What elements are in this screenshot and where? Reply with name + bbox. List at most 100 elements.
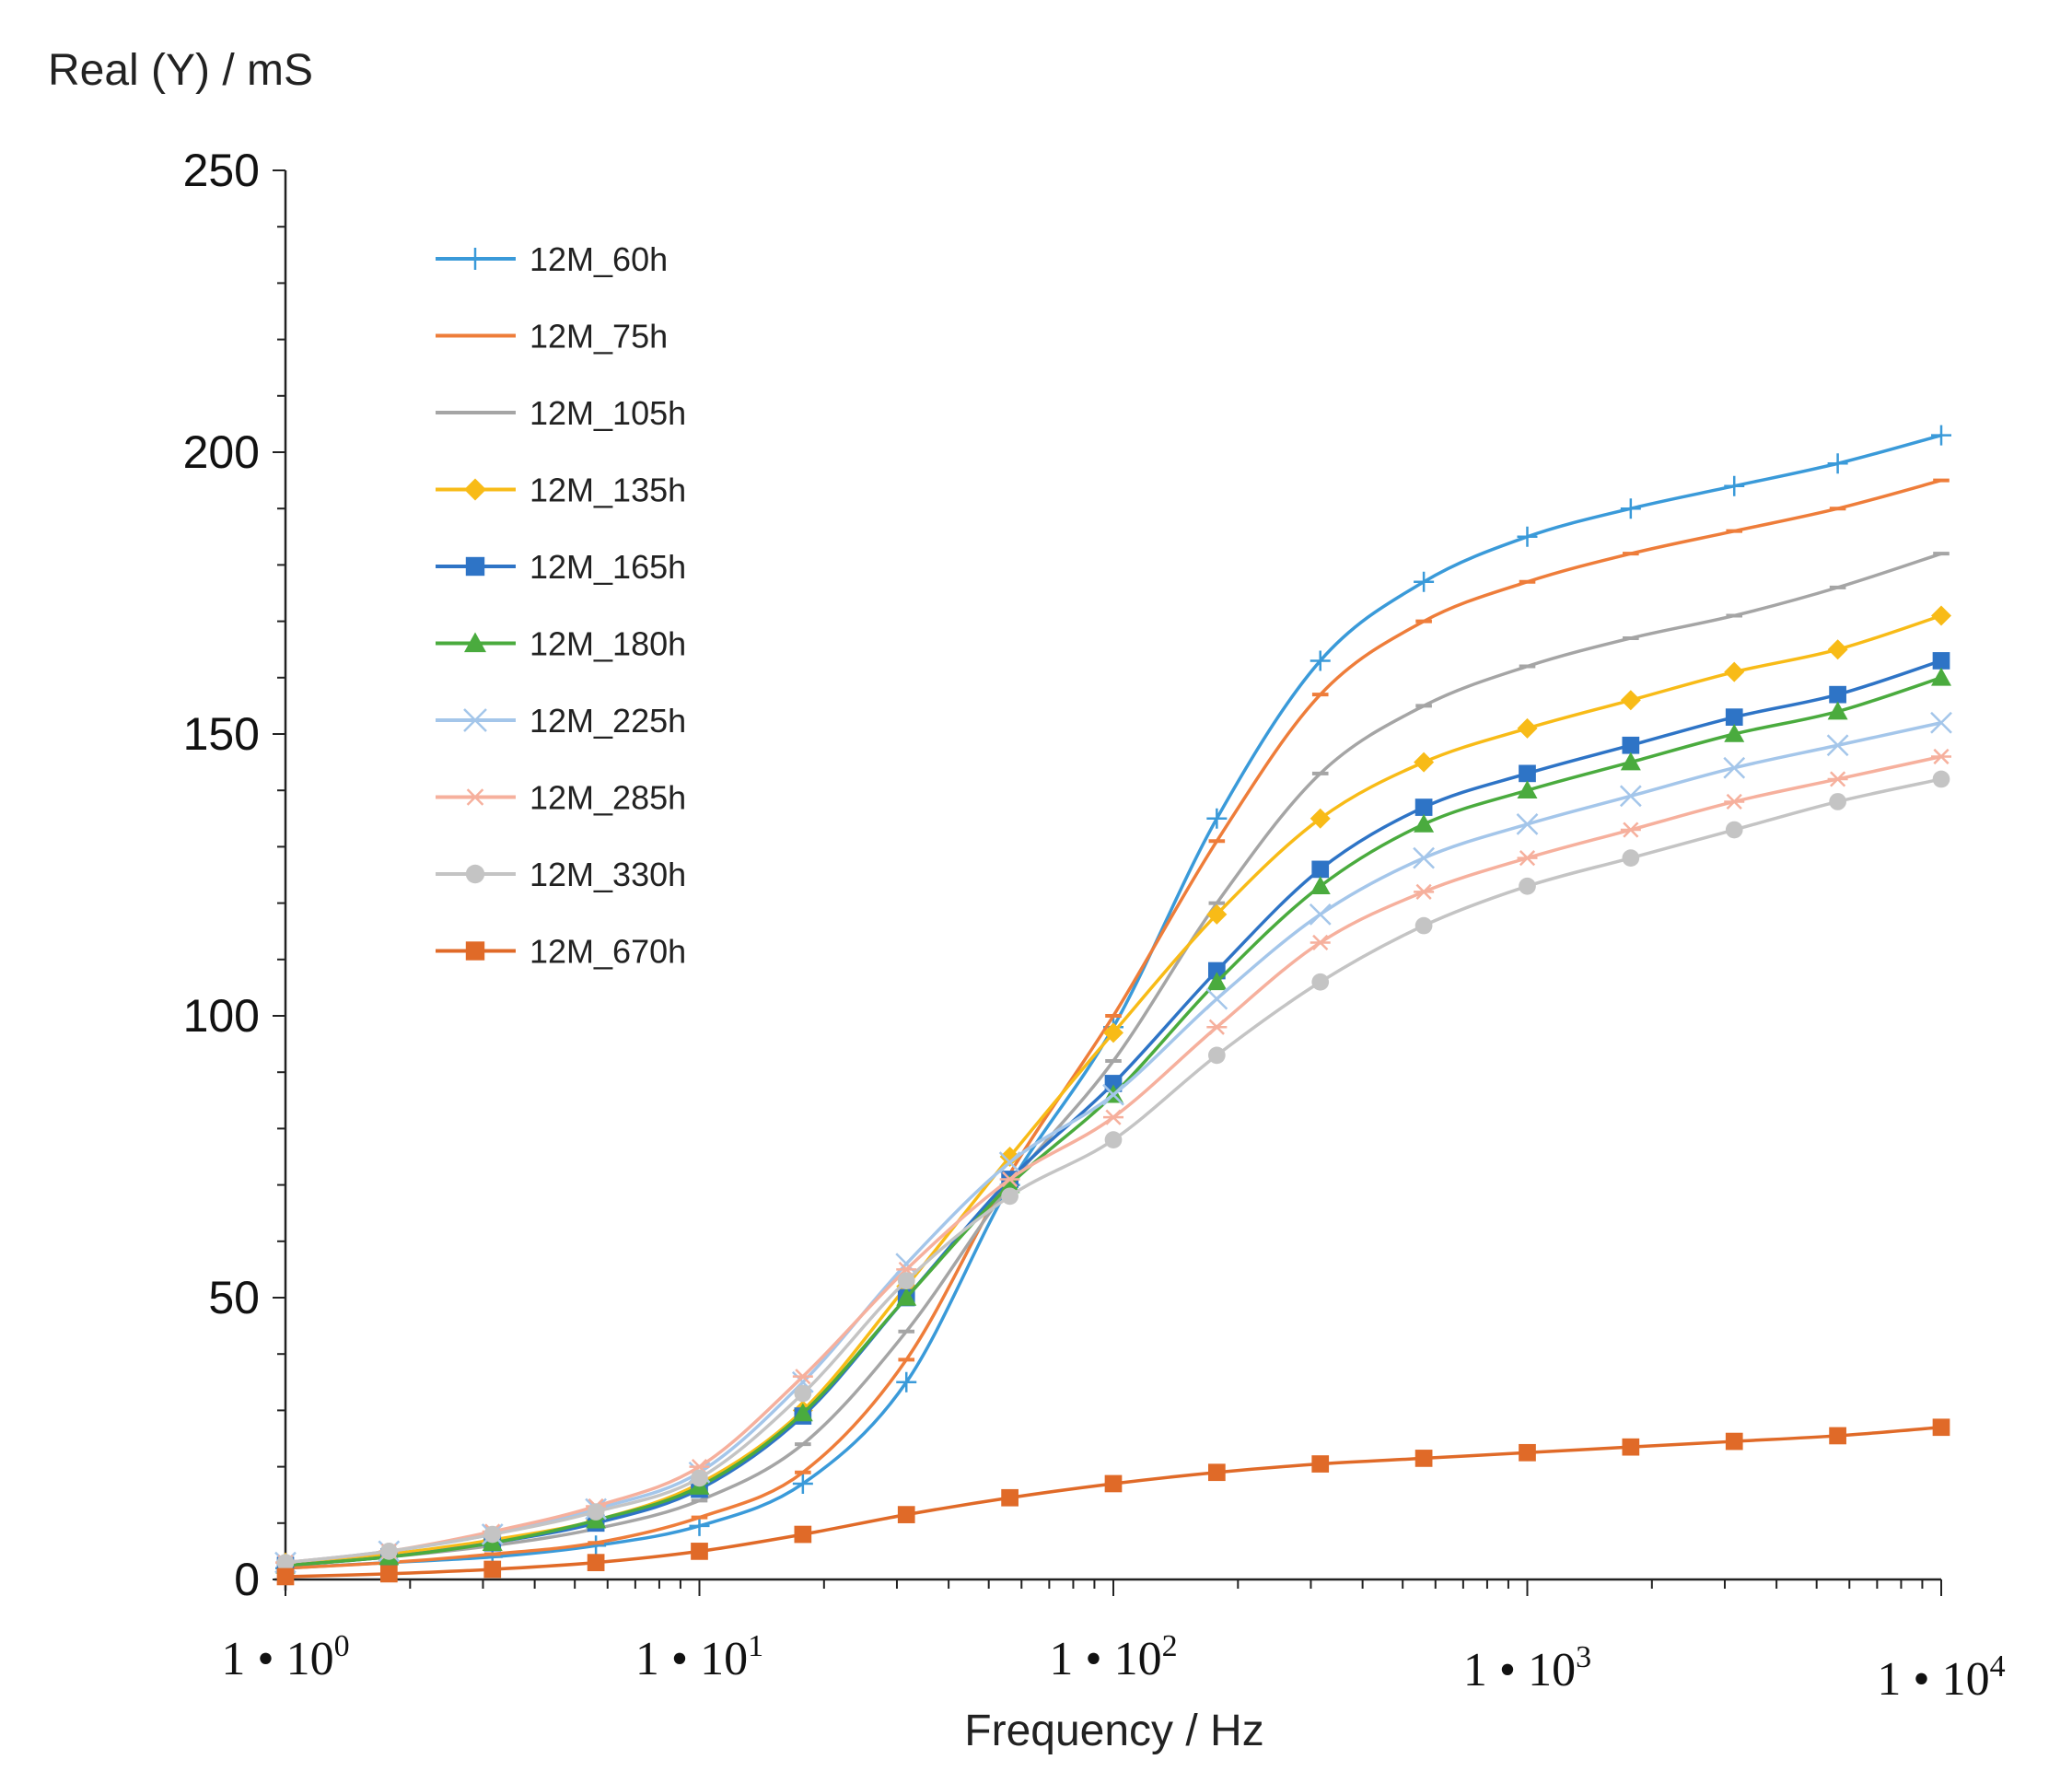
legend-label: 12M_60h [530,240,668,278]
data-point [1932,652,1950,670]
data-point [586,1535,607,1556]
data-point [1829,685,1846,704]
data-point [1620,752,1641,771]
series-12M_165h [276,652,1950,1575]
legend-entry: 12M_670h [436,933,686,971]
legend-entry: 12M_75h [436,318,668,355]
legend-label: 12M_105h [530,394,686,432]
legend-entry: 12M_180h [436,625,686,663]
legend-entry: 12M_165h [436,548,686,586]
data-point [1930,711,1952,734]
data-point [896,1371,917,1393]
plot-area [274,425,1952,1586]
data-point [1104,1474,1123,1493]
legend-marker [465,864,485,884]
data-point [1309,903,1332,926]
legend-label: 12M_225h [530,702,686,740]
data-point [792,1369,813,1385]
data-point [1622,1438,1640,1456]
y-tick-label: 100 [183,990,260,1042]
data-point [998,1151,1021,1174]
legend-label: 12M_285h [530,779,686,817]
legend-entry: 12M_225h [436,702,686,740]
data-point [1414,813,1435,833]
data-point [1932,770,1950,788]
data-point [1827,701,1848,720]
data-point [276,1554,295,1571]
legend-entry: 12M_135h [436,472,686,509]
data-point [1414,798,1433,816]
data-point [1724,661,1745,682]
data-point [896,1288,917,1306]
data-point [1311,1455,1330,1473]
series-12M_180h [275,667,1951,1574]
data-point [1104,1131,1123,1148]
legend-label: 12M_135h [530,472,686,509]
legend-label: 12M_75h [530,318,668,355]
data-point [1931,425,1951,446]
data-point [1725,821,1743,839]
data-point [1931,667,1951,686]
data-point [1207,961,1226,980]
data-point [1207,1463,1226,1482]
data-point [1725,1432,1743,1451]
data-point [1723,756,1746,779]
legend-label: 12M_670h [530,933,686,971]
data-point [1310,808,1331,829]
data-point [1311,973,1330,991]
data-point [1205,987,1228,1010]
data-point [999,1174,1020,1194]
data-point [1517,850,1538,867]
legend-entry: 12M_60h [436,240,668,278]
data-point [1414,916,1433,935]
data-point [1103,1022,1123,1043]
data-point [1517,526,1538,547]
legend-label: 12M_330h [530,856,686,893]
data-point [1519,877,1536,895]
axes: 0 50 100 150 200 250 1 • 100 1 • 101 1 • 102 1 • … [183,145,2006,1706]
y-axis-title: Real (Y) / mS [48,46,313,95]
data-point [1620,690,1641,711]
y-tick-label: 200 [183,426,260,478]
x-axis-title: Frequency / Hz [964,1707,1263,1755]
series-12M_285h [275,748,1951,1571]
legend-label: 12M_180h [530,625,686,663]
data-point [1622,849,1640,867]
data-point [1206,903,1228,925]
series-12M_330h [276,770,1950,1571]
legend-entry: 12M_105h [436,394,686,432]
legend: 12M_60h 12M_75h 12M_105h 12M_135h 12M_165h 12… [436,240,686,971]
data-point [792,1403,813,1422]
data-point [276,1567,295,1586]
data-point [1102,1083,1124,1106]
data-point [1619,785,1642,808]
x-tick-label: 1 • 102 [1049,1629,1177,1685]
data-point [1517,780,1538,798]
data-point [1620,822,1641,838]
data-point [1206,972,1228,991]
data-point [794,1384,812,1403]
data-point [1001,1488,1019,1507]
data-point [1414,752,1435,773]
legend-marker [464,632,486,653]
data-point [897,1272,915,1289]
data-point [587,1503,605,1521]
x-tick-label: 1 • 104 [1877,1649,2005,1706]
data-point [1622,736,1640,754]
data-point [1725,708,1743,726]
data-point [1517,717,1538,739]
series-12M_75h [277,478,1950,1570]
data-point [1310,934,1331,951]
legend-marker [464,788,486,806]
data-point [1724,724,1745,742]
legend-label: 12M_165h [530,548,686,586]
data-point [1207,1046,1226,1065]
legend-marker [464,248,486,270]
data-point [1519,1443,1536,1462]
data-point [1516,813,1539,835]
series-12M_105h [277,552,1950,1567]
x-tick-label: 1 • 103 [1463,1640,1591,1696]
data-point [999,1171,1020,1188]
data-point [897,1506,915,1523]
